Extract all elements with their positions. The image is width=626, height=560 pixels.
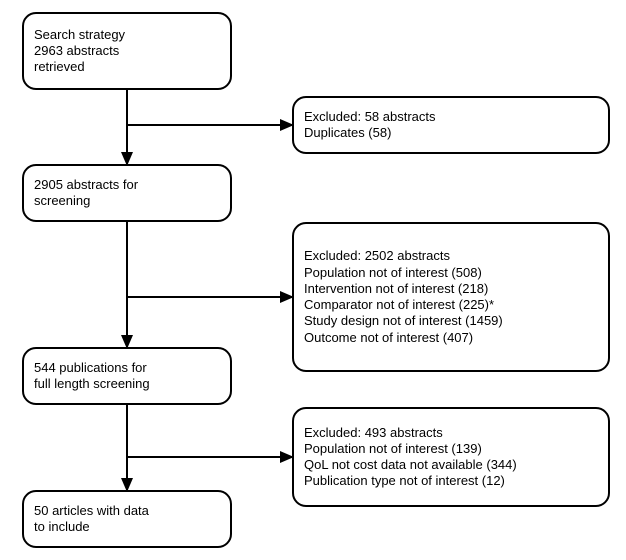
text-line: 2905 abstracts for xyxy=(34,177,220,193)
text-line: to include xyxy=(34,519,220,535)
text-line: Publication type not of interest (12) xyxy=(304,473,598,489)
text-line: Population not of interest (139) xyxy=(304,441,598,457)
text-line: full length screening xyxy=(34,376,220,392)
text-line: 544 publications for xyxy=(34,360,220,376)
node-abstracts-screening: 2905 abstracts for screening xyxy=(22,164,232,222)
text-line: Comparator not of interest (225)* xyxy=(304,297,598,313)
text-line: Search strategy xyxy=(34,27,220,43)
text-line: 2963 abstracts xyxy=(34,43,220,59)
text-line: QoL not cost data not available (344) xyxy=(304,457,598,473)
node-excluded-fulltext: Excluded: 493 abstracts Population not o… xyxy=(292,407,610,507)
text-line: 50 articles with data xyxy=(34,503,220,519)
node-articles-included: 50 articles with data to include xyxy=(22,490,232,548)
text-line: Intervention not of interest (218) xyxy=(304,281,598,297)
text-line: screening xyxy=(34,193,220,209)
node-full-length-screening: 544 publications for full length screeni… xyxy=(22,347,232,405)
node-search-strategy: Search strategy 2963 abstracts retrieved xyxy=(22,12,232,90)
text-line: Excluded: 58 abstracts xyxy=(304,109,598,125)
node-excluded-duplicates: Excluded: 58 abstracts Duplicates (58) xyxy=(292,96,610,154)
text-line: Population not of interest (508) xyxy=(304,265,598,281)
text-line: Excluded: 493 abstracts xyxy=(304,425,598,441)
text-line: Duplicates (58) xyxy=(304,125,598,141)
text-line: Excluded: 2502 abstracts xyxy=(304,248,598,264)
text-line: Outcome not of interest (407) xyxy=(304,330,598,346)
node-excluded-screening: Excluded: 2502 abstracts Population not … xyxy=(292,222,610,372)
flowchart-canvas: Search strategy 2963 abstracts retrieved… xyxy=(12,12,614,548)
text-line: Study design not of interest (1459) xyxy=(304,313,598,329)
text-line: retrieved xyxy=(34,59,220,75)
